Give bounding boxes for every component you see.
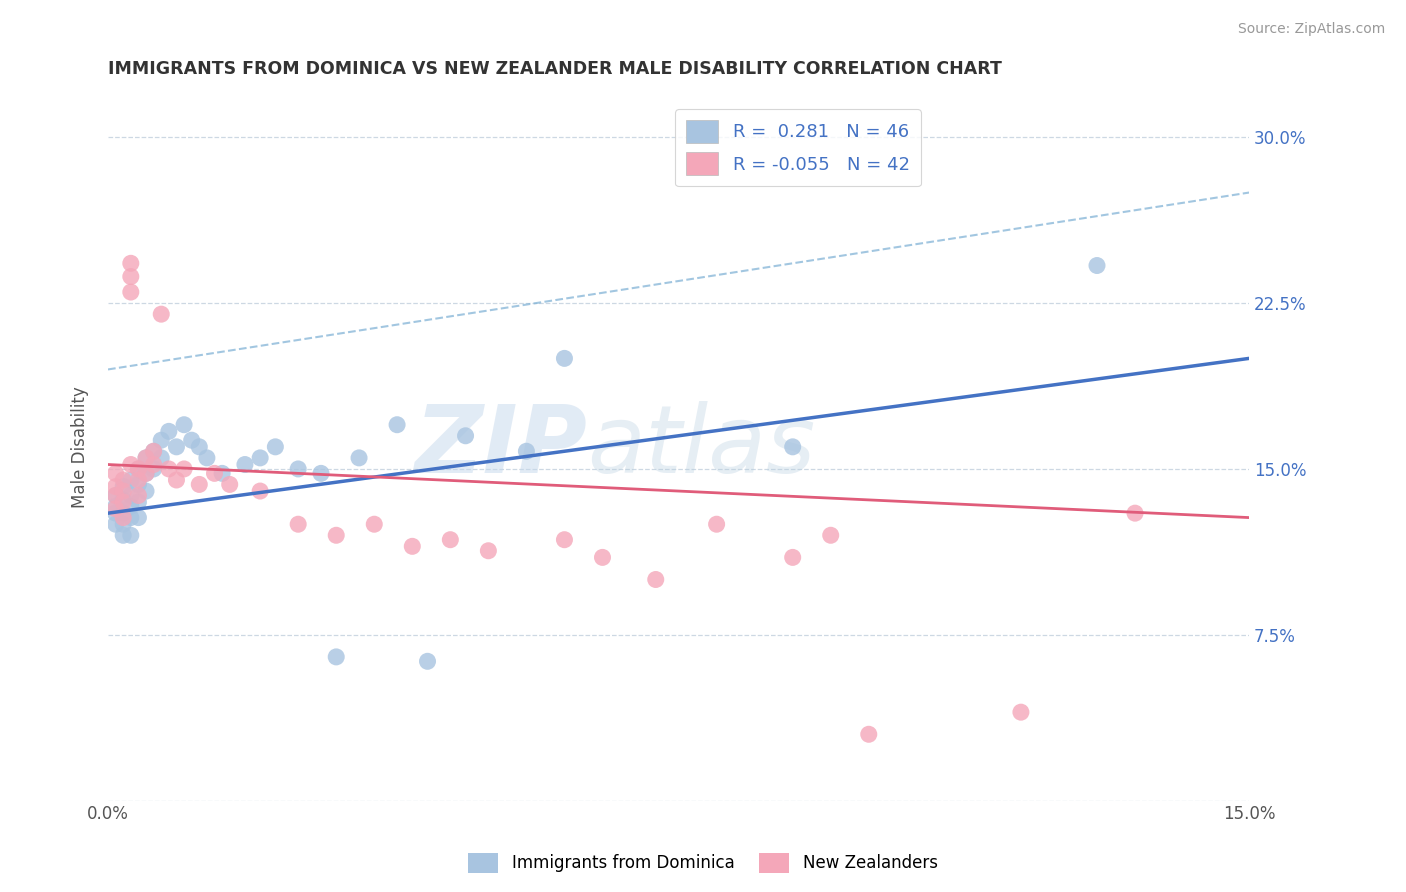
- Point: [287, 517, 309, 532]
- Point: [166, 440, 188, 454]
- Point: [385, 417, 408, 432]
- Point: [120, 458, 142, 472]
- Point: [112, 528, 135, 542]
- Point: [477, 543, 499, 558]
- Point: [1010, 705, 1032, 719]
- Point: [416, 654, 439, 668]
- Point: [135, 467, 157, 481]
- Text: IMMIGRANTS FROM DOMINICA VS NEW ZEALANDER MALE DISABILITY CORRELATION CHART: IMMIGRANTS FROM DOMINICA VS NEW ZEALANDE…: [108, 60, 1002, 78]
- Point: [127, 495, 149, 509]
- Point: [104, 506, 127, 520]
- Y-axis label: Male Disability: Male Disability: [72, 386, 89, 508]
- Point: [127, 462, 149, 476]
- Point: [112, 484, 135, 499]
- Point: [120, 256, 142, 270]
- Point: [120, 488, 142, 502]
- Point: [454, 429, 477, 443]
- Point: [157, 425, 180, 439]
- Point: [325, 528, 347, 542]
- Point: [127, 510, 149, 524]
- Point: [135, 484, 157, 499]
- Point: [782, 550, 804, 565]
- Point: [112, 495, 135, 509]
- Point: [127, 477, 149, 491]
- Point: [104, 488, 127, 502]
- Point: [104, 517, 127, 532]
- Text: Source: ZipAtlas.com: Source: ZipAtlas.com: [1237, 22, 1385, 37]
- Point: [166, 473, 188, 487]
- Point: [218, 477, 240, 491]
- Point: [1085, 259, 1108, 273]
- Point: [127, 488, 149, 502]
- Point: [112, 510, 135, 524]
- Point: [249, 484, 271, 499]
- Point: [644, 573, 666, 587]
- Point: [135, 450, 157, 465]
- Point: [127, 462, 149, 476]
- Point: [104, 488, 127, 502]
- Point: [820, 528, 842, 542]
- Point: [553, 533, 575, 547]
- Text: ZIP: ZIP: [415, 401, 588, 493]
- Point: [142, 458, 165, 472]
- Point: [309, 467, 332, 481]
- Point: [120, 269, 142, 284]
- Point: [142, 444, 165, 458]
- Point: [858, 727, 880, 741]
- Point: [249, 450, 271, 465]
- Point: [104, 480, 127, 494]
- Point: [112, 480, 135, 494]
- Point: [211, 467, 233, 481]
- Point: [188, 440, 211, 454]
- Point: [104, 501, 127, 516]
- Text: atlas: atlas: [588, 401, 815, 492]
- Point: [439, 533, 461, 547]
- Point: [112, 473, 135, 487]
- Point: [112, 492, 135, 507]
- Point: [287, 462, 309, 476]
- Point: [347, 450, 370, 465]
- Point: [363, 517, 385, 532]
- Point: [1123, 506, 1146, 520]
- Point: [120, 285, 142, 299]
- Point: [173, 417, 195, 432]
- Point: [120, 510, 142, 524]
- Point: [264, 440, 287, 454]
- Legend: R =  0.281   N = 46, R = -0.055   N = 42: R = 0.281 N = 46, R = -0.055 N = 42: [675, 109, 921, 186]
- Point: [135, 450, 157, 465]
- Point: [173, 462, 195, 476]
- Point: [135, 467, 157, 481]
- Point: [127, 473, 149, 487]
- Point: [150, 450, 173, 465]
- Point: [104, 467, 127, 481]
- Point: [120, 528, 142, 542]
- Point: [401, 539, 423, 553]
- Point: [112, 517, 135, 532]
- Point: [112, 506, 135, 520]
- Point: [120, 500, 142, 514]
- Point: [325, 649, 347, 664]
- Point: [706, 517, 728, 532]
- Point: [142, 462, 165, 476]
- Point: [195, 450, 218, 465]
- Point: [104, 500, 127, 514]
- Legend: Immigrants from Dominica, New Zealanders: Immigrants from Dominica, New Zealanders: [461, 847, 945, 880]
- Point: [120, 473, 142, 487]
- Point: [150, 307, 173, 321]
- Point: [782, 440, 804, 454]
- Point: [233, 458, 256, 472]
- Point: [188, 477, 211, 491]
- Point: [157, 462, 180, 476]
- Point: [515, 444, 537, 458]
- Point: [180, 433, 202, 447]
- Point: [142, 444, 165, 458]
- Point: [592, 550, 614, 565]
- Point: [150, 433, 173, 447]
- Point: [204, 467, 226, 481]
- Point: [553, 351, 575, 366]
